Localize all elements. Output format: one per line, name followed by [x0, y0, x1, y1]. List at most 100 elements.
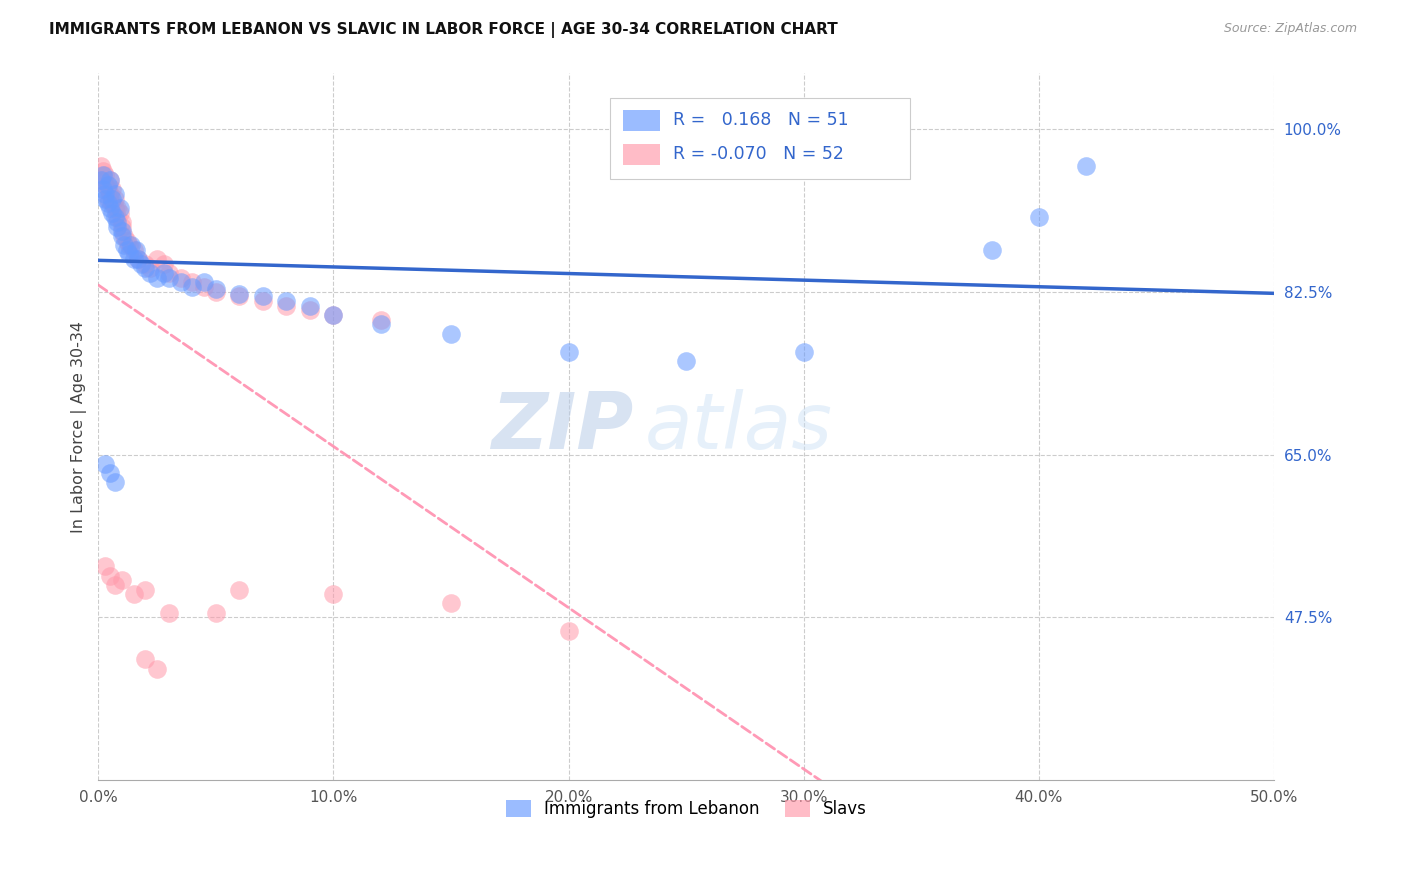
Point: [125, 243, 148, 257]
Point: [104, 475, 127, 490]
FancyBboxPatch shape: [623, 110, 661, 131]
Point: [108, 205, 131, 219]
Point: [675, 354, 697, 368]
FancyBboxPatch shape: [623, 144, 661, 165]
Text: ZIP: ZIP: [491, 389, 633, 465]
Point: [94, 192, 117, 206]
Point: [120, 238, 142, 252]
Point: [111, 224, 134, 238]
Point: [157, 270, 180, 285]
Point: [104, 211, 127, 225]
Point: [122, 243, 145, 257]
Text: IMMIGRANTS FROM LEBANON VS SLAVIC IN LABOR FORCE | AGE 30-34 CORRELATION CHART: IMMIGRANTS FROM LEBANON VS SLAVIC IN LAB…: [49, 22, 838, 38]
Point: [118, 247, 141, 261]
Point: [298, 299, 321, 313]
Point: [94, 186, 117, 201]
Point: [91, 173, 114, 187]
Point: [322, 308, 344, 322]
Point: [98, 568, 121, 582]
Point: [129, 257, 152, 271]
Point: [101, 182, 124, 196]
Point: [228, 289, 250, 303]
Legend: Immigrants from Lebanon, Slavs: Immigrants from Lebanon, Slavs: [499, 794, 873, 825]
Point: [322, 308, 344, 322]
Text: Source: ZipAtlas.com: Source: ZipAtlas.com: [1223, 22, 1357, 36]
Point: [94, 457, 117, 471]
Point: [169, 276, 191, 290]
Point: [94, 169, 117, 183]
Point: [97, 178, 120, 192]
Point: [104, 186, 127, 201]
FancyBboxPatch shape: [610, 98, 910, 179]
Point: [118, 238, 141, 252]
Point: [1074, 159, 1097, 173]
Point: [139, 266, 162, 280]
Point: [104, 201, 127, 215]
Point: [193, 280, 215, 294]
Point: [101, 196, 124, 211]
Point: [115, 243, 138, 257]
Point: [97, 192, 120, 206]
Point: [127, 252, 149, 266]
Point: [205, 282, 228, 296]
Point: [181, 280, 204, 294]
Point: [127, 252, 149, 266]
Point: [146, 662, 169, 676]
Point: [193, 276, 215, 290]
Point: [94, 559, 117, 574]
Point: [370, 312, 392, 326]
Point: [205, 285, 228, 299]
Point: [134, 261, 156, 276]
Point: [134, 257, 156, 271]
Point: [205, 606, 228, 620]
Point: [111, 219, 134, 234]
Point: [98, 186, 121, 201]
Point: [105, 215, 128, 229]
Point: [153, 257, 176, 271]
Point: [252, 293, 274, 308]
Point: [98, 201, 121, 215]
Point: [228, 582, 250, 597]
Point: [111, 573, 134, 587]
Point: [139, 261, 162, 276]
Point: [181, 276, 204, 290]
Point: [90, 159, 112, 173]
Point: [112, 228, 135, 243]
Point: [122, 587, 145, 601]
Point: [91, 182, 114, 196]
Point: [298, 303, 321, 318]
Point: [108, 201, 131, 215]
Point: [122, 252, 145, 266]
Point: [115, 234, 138, 248]
Point: [94, 178, 117, 192]
Point: [276, 293, 298, 308]
Point: [153, 266, 176, 280]
Point: [793, 345, 815, 359]
Point: [111, 215, 134, 229]
Point: [370, 318, 392, 332]
Point: [105, 201, 128, 215]
Point: [169, 270, 191, 285]
Point: [105, 211, 128, 225]
Y-axis label: In Labor Force | Age 30-34: In Labor Force | Age 30-34: [72, 320, 87, 533]
Point: [91, 169, 114, 183]
Point: [157, 606, 180, 620]
Text: R = -0.070   N = 52: R = -0.070 N = 52: [673, 145, 844, 163]
Point: [440, 326, 463, 341]
Point: [98, 466, 121, 480]
Point: [134, 582, 156, 597]
Point: [252, 289, 274, 303]
Point: [440, 597, 463, 611]
Point: [104, 578, 127, 592]
Text: R =   0.168   N = 51: R = 0.168 N = 51: [673, 112, 849, 129]
Point: [157, 266, 180, 280]
Point: [134, 652, 156, 666]
Point: [101, 205, 124, 219]
Point: [146, 252, 169, 266]
Point: [97, 196, 120, 211]
Text: atlas: atlas: [645, 389, 832, 465]
Point: [276, 299, 298, 313]
Point: [90, 173, 112, 187]
Point: [111, 228, 134, 243]
Point: [101, 192, 124, 206]
